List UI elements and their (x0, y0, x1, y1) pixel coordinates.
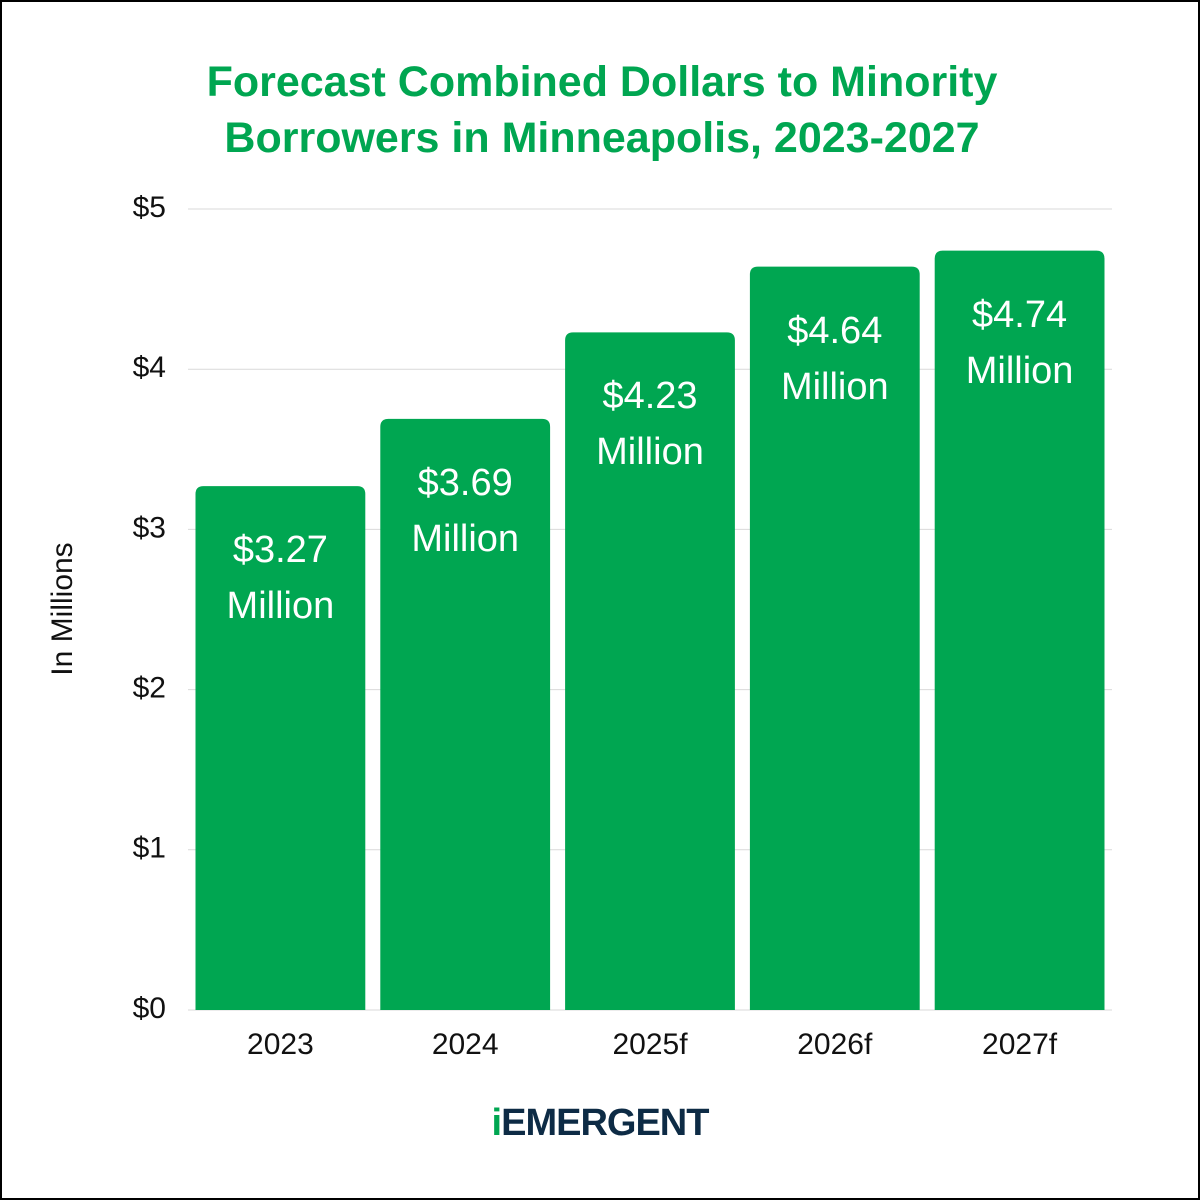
x-tick-label: 2024 (432, 1028, 499, 1061)
y-tick-label: $0 (133, 992, 166, 1025)
bar (934, 250, 1105, 1011)
value-label: $4.64 Million (780, 309, 889, 408)
y-tick-label: $5 (133, 191, 166, 224)
x-tick-label: 2023 (247, 1028, 314, 1061)
logo-name: EMERGENT (501, 1102, 709, 1144)
logo: iEMERGENT (2, 1102, 1198, 1145)
x-tick-label: 2027f (982, 1028, 1058, 1061)
x-tick-label: 2026f (797, 1028, 873, 1061)
y-tick-label: $2 (133, 672, 166, 705)
value-label: $3.69 Million (411, 461, 520, 560)
y-tick-label: $3 (133, 511, 166, 544)
value-label: $4.74 Million (965, 293, 1074, 392)
chart-title: Forecast Combined Dollars to Minority Bo… (206, 58, 998, 162)
value-label: $3.27 Million (226, 529, 335, 628)
y-tick-label: $1 (133, 832, 166, 865)
y-tick-label: $4 (133, 351, 166, 384)
bar (565, 332, 735, 1010)
y-axis-label: In Millions (46, 542, 79, 675)
bar (380, 418, 551, 1010)
x-tick-label: 2025f (612, 1028, 688, 1061)
bar (195, 486, 366, 1010)
logo-mark: i (491, 1102, 503, 1144)
value-label: $4.23 Million (596, 375, 704, 474)
bar (749, 266, 920, 1010)
